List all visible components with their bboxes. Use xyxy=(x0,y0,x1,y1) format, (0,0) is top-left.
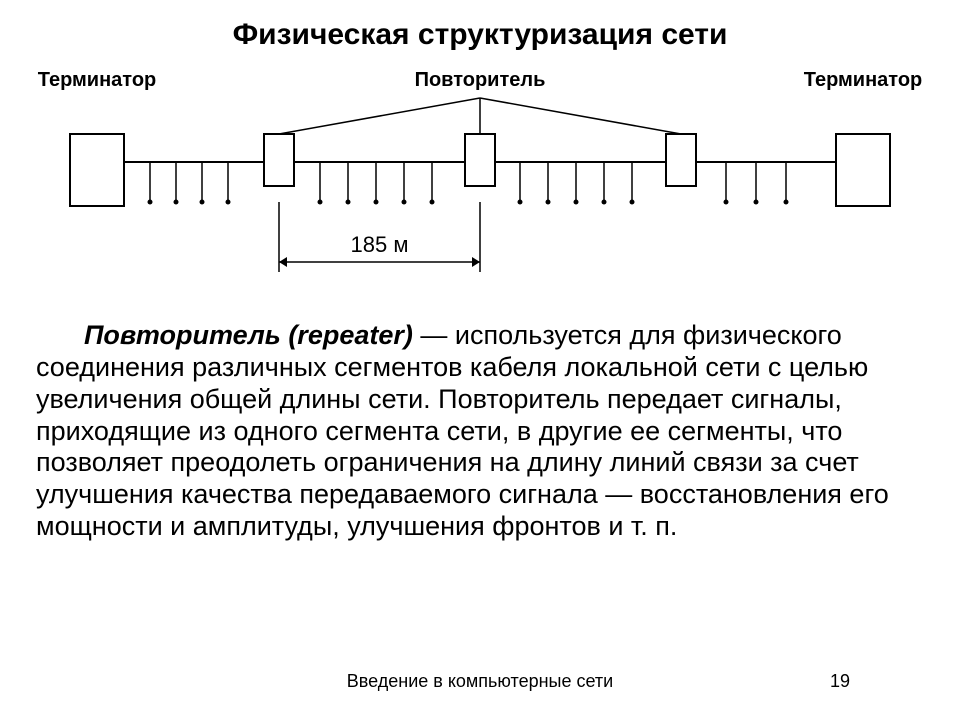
tap-dot xyxy=(374,200,379,205)
repeater-box xyxy=(264,134,294,186)
body-lead: Повторитель (repeater) xyxy=(84,320,413,350)
tap-dot xyxy=(174,200,179,205)
tap-dot xyxy=(148,200,153,205)
tap-dot xyxy=(602,200,607,205)
repeater-box xyxy=(465,134,495,186)
tap-dot xyxy=(226,200,231,205)
tap-dot xyxy=(346,200,351,205)
page-title: Физическая структуризация сети xyxy=(0,18,960,52)
tap-dot xyxy=(630,200,635,205)
tap-dot xyxy=(724,200,729,205)
tap-dot xyxy=(754,200,759,205)
terminator-left xyxy=(70,134,124,206)
body-rest: — используется для физического соединени… xyxy=(36,320,889,541)
terminator-left-label: Терминатор xyxy=(38,69,157,91)
tap-dot xyxy=(430,200,435,205)
repeater-pointer xyxy=(279,98,480,134)
footer-course: Введение в компьютерные сети xyxy=(0,671,960,692)
footer-page: 19 xyxy=(830,671,850,692)
tap-dot xyxy=(574,200,579,205)
tap-dot xyxy=(518,200,523,205)
slide: Физическая структуризация сети Терминато… xyxy=(0,0,960,720)
tap-dot xyxy=(546,200,551,205)
terminator-right-label: Терминатор xyxy=(804,69,923,91)
tap-dot xyxy=(402,200,407,205)
tap-dot xyxy=(200,200,205,205)
network-diagram: Терминатор Повторитель Терминатор 185 м xyxy=(20,62,940,302)
body-paragraph: Повторитель (repeater) — используется дл… xyxy=(36,320,924,543)
tap-dot xyxy=(784,200,789,205)
terminator-right xyxy=(836,134,890,206)
arrowhead-left-icon xyxy=(279,257,287,267)
arrowhead-right-icon xyxy=(472,257,480,267)
repeater-label: Повторитель xyxy=(415,69,546,91)
tap-dot xyxy=(318,200,323,205)
repeater-box xyxy=(666,134,696,186)
distance-label: 185 м xyxy=(351,232,409,257)
repeater-pointer xyxy=(480,98,681,134)
